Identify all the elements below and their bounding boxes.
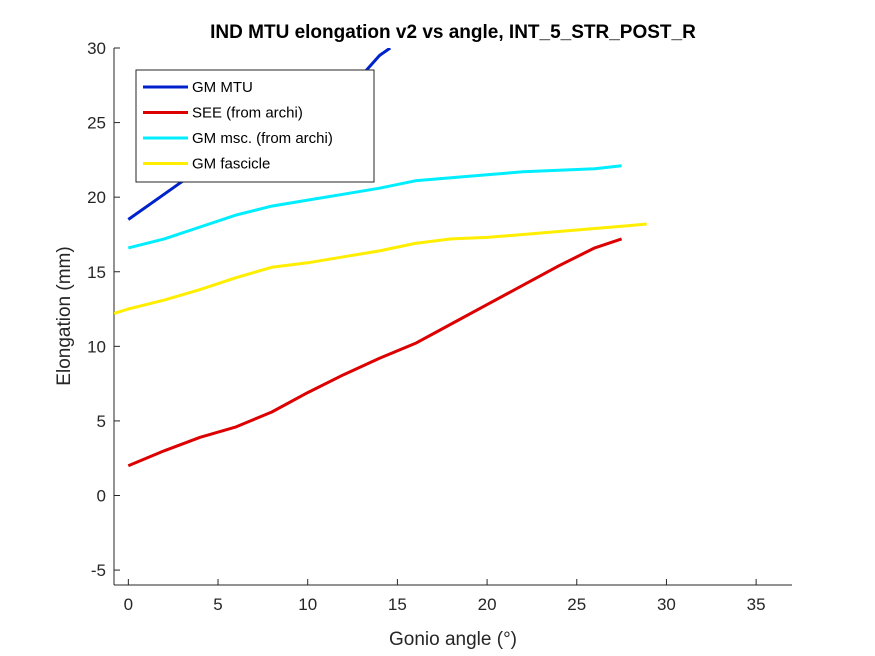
x-ticks: 0 5 10 15 20 25 30 35 <box>124 579 766 614</box>
y-ticks: -5 0 5 10 15 20 25 30 <box>87 39 120 580</box>
y-tick-label: 15 <box>87 263 106 282</box>
y-tick-label: 0 <box>97 487 106 506</box>
x-tick-label: 35 <box>747 595 766 614</box>
series-line-1 <box>127 237 623 468</box>
chart-title: IND MTU elongation v2 vs angle, INT_5_ST… <box>210 22 696 43</box>
y-tick-label: 5 <box>97 412 106 431</box>
series-line-3 <box>114 222 647 315</box>
x-tick-label: 10 <box>298 595 317 614</box>
x-tick-label: 15 <box>388 595 407 614</box>
legend-label-1: SEE (from archi) <box>192 105 303 122</box>
x-tick-label: 20 <box>478 595 497 614</box>
x-tick-label: 0 <box>124 595 133 614</box>
y-tick-label: 20 <box>87 188 106 207</box>
y-tick-label: 25 <box>87 114 106 133</box>
x-axis-label: Gonio angle (°) <box>389 629 517 650</box>
y-axis-label: Elongation (mm) <box>54 246 75 385</box>
legend: GM MTU SEE (from archi) GM msc. (from arch… <box>135 69 375 183</box>
x-tick-label: 25 <box>567 595 586 614</box>
series-line-2 <box>127 164 622 250</box>
legend-label-3: GM fascicle <box>192 156 270 173</box>
legend-label-2: GM msc. (from archi) <box>192 130 333 147</box>
legend-label-0: GM MTU <box>192 79 253 96</box>
y-tick-label: 30 <box>87 39 106 58</box>
x-tick-label: 30 <box>657 595 676 614</box>
x-tick-label: 5 <box>213 595 222 614</box>
y-tick-label: -5 <box>91 561 106 580</box>
legend-box <box>135 69 375 183</box>
y-tick-label: 10 <box>87 337 106 356</box>
